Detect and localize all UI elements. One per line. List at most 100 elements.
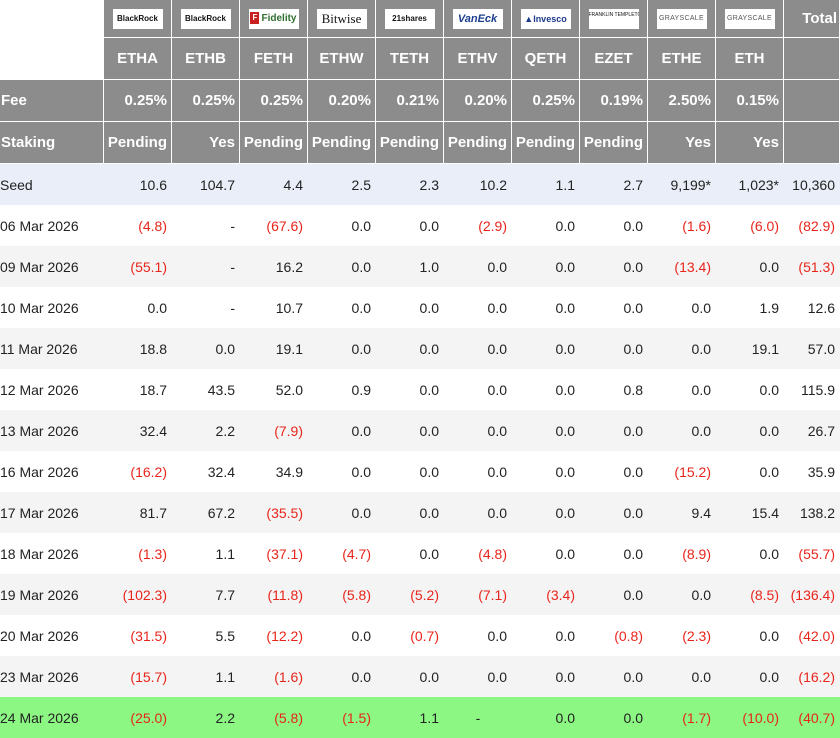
flow-cell: 0.0 bbox=[691, 381, 711, 398]
total-cell: 26.7 bbox=[784, 410, 840, 451]
issuer-logo-cell: GRAYSCALE bbox=[716, 0, 784, 38]
franklin-templeton-logo: FRANKLIN TEMPLETON bbox=[588, 8, 639, 29]
total-cell: 12.6 bbox=[807, 299, 835, 316]
total-cell: 115.9 bbox=[801, 381, 835, 398]
flow-cell: 1.1 bbox=[512, 164, 580, 205]
flow-cell: 81.7 bbox=[104, 492, 172, 533]
total-cell: (82.9) bbox=[798, 217, 835, 234]
flow-row: 11 Mar 2026 18.8 0.0 19.1 0.0 0.0 0.0 0.0 0.0 0.0… bbox=[0, 328, 840, 369]
flow-cell: (4.7) bbox=[342, 545, 371, 562]
flow-cell: 0.0 bbox=[419, 381, 439, 398]
flow-cell: 43.5 bbox=[207, 381, 235, 398]
flow-cell: 0.0 bbox=[512, 697, 580, 738]
flow-cell: 0.0 bbox=[623, 463, 643, 480]
total-header: Total bbox=[784, 0, 840, 38]
invesco-mark-icon: ▲ bbox=[524, 13, 534, 24]
flow-cell: 0.0 bbox=[648, 574, 716, 615]
total-cell: (136.4) bbox=[784, 574, 840, 615]
staking-cell: Yes bbox=[172, 122, 240, 164]
row-date: 20 Mar 2026 bbox=[0, 627, 79, 644]
row-date: 23 Mar 2026 bbox=[0, 656, 104, 697]
flow-cell: (1.6) bbox=[240, 656, 308, 697]
flow-cell: 0.0 bbox=[512, 410, 580, 451]
flow-cell: 2.3 bbox=[376, 164, 444, 205]
flow-cell: 0.0 bbox=[716, 246, 784, 287]
flow-rows: Seed 10.6 104.7 4.4 2.5 2.3 10.2 1.1 2.7 9,199* 1,… bbox=[0, 164, 840, 738]
flow-cell: 2.5 bbox=[308, 164, 376, 205]
flow-cell: 0.0 bbox=[308, 328, 376, 369]
staking-cell: Yes bbox=[648, 122, 716, 164]
staking-cell: Pending bbox=[512, 122, 580, 164]
issuer-logo-cell: ▲Invesco bbox=[512, 0, 580, 38]
flow-cell: 0.0 bbox=[444, 656, 512, 697]
flow-cell: 0.0 bbox=[512, 246, 580, 287]
flow-cell: 9.4 bbox=[648, 492, 716, 533]
flow-cell: 0.0 bbox=[623, 299, 643, 316]
flow-cell: (8.9) bbox=[682, 545, 711, 562]
flow-cell: 0.0 bbox=[172, 328, 240, 369]
flow-cell: (7.9) bbox=[240, 410, 308, 451]
flow-cell: 1,023* bbox=[716, 164, 784, 205]
flow-cell: 4.4 bbox=[240, 164, 308, 205]
total-cell: 57.0 bbox=[784, 328, 840, 369]
21shares-logo: 21shares bbox=[384, 8, 435, 29]
flow-cell: 0.0 bbox=[444, 492, 512, 533]
corner-cell bbox=[0, 38, 104, 80]
issuer-logo-cell: GRAYSCALE bbox=[648, 0, 716, 38]
issuer-logo-cell: BlackRock bbox=[104, 0, 172, 38]
flow-cell: 0.0 bbox=[555, 217, 575, 234]
flow-cell: 0.0 bbox=[580, 410, 648, 451]
flow-cell: 52.0 bbox=[275, 381, 303, 398]
flow-cell: 2.2 bbox=[172, 410, 240, 451]
flow-row: 19 Mar 2026 (102.3) 7.7 (11.8) (5.8) (5.2) (7.… bbox=[0, 574, 840, 615]
flow-cell: (16.2) bbox=[130, 463, 167, 480]
flow-cell: - bbox=[230, 217, 235, 234]
flow-cell: 0.0 bbox=[419, 463, 439, 480]
flow-cell: 10.7 bbox=[275, 299, 303, 316]
total-cell: 138.2 bbox=[784, 492, 840, 533]
flow-cell: (6.0) bbox=[750, 217, 779, 234]
flow-cell: (7.1) bbox=[444, 574, 512, 615]
flow-cell: (1.3) bbox=[138, 545, 167, 562]
flow-cell: 0.0 bbox=[444, 328, 512, 369]
total-cell: (16.2) bbox=[784, 656, 840, 697]
fidelity-logo-text: Fidelity bbox=[261, 12, 297, 24]
flow-cell: 19.1 bbox=[716, 328, 784, 369]
fee-cell: 0.25% bbox=[104, 80, 172, 122]
total-fee-blank bbox=[784, 80, 840, 122]
flow-cell: 32.4 bbox=[104, 410, 172, 451]
flow-cell: 1.1 bbox=[376, 697, 444, 738]
row-date: 12 Mar 2026 bbox=[0, 381, 79, 398]
staking-row: Staking Pending Yes Pending Pending Pend… bbox=[0, 122, 840, 164]
issuer-logo-row: BlackRock BlackRock F Fidelity Bitwise 21… bbox=[0, 0, 840, 38]
flow-cell: 0.0 bbox=[555, 627, 575, 644]
flow-cell: (4.8) bbox=[138, 217, 167, 234]
total-cell: 35.9 bbox=[807, 463, 835, 480]
flow-cell: 15.4 bbox=[716, 492, 784, 533]
row-date: 10 Mar 2026 bbox=[0, 299, 79, 316]
flow-row: 20 Mar 2026 (31.5) 5.5 (12.2) 0.0 (0.7) 0.0 0.0… bbox=[0, 615, 840, 656]
flow-cell: 0.0 bbox=[419, 299, 439, 316]
flow-cell: 0.8 bbox=[623, 381, 643, 398]
flow-cell: 0.0 bbox=[716, 656, 784, 697]
flow-cell: (102.3) bbox=[104, 574, 172, 615]
row-date: 13 Mar 2026 bbox=[0, 410, 104, 451]
flow-cell: 0.0 bbox=[555, 545, 575, 562]
flow-cell: 0.0 bbox=[623, 217, 643, 234]
fee-cell: 0.15% bbox=[716, 80, 784, 122]
blackrock-logo: BlackRock bbox=[112, 8, 163, 29]
flow-cell: 18.8 bbox=[104, 328, 172, 369]
ticker-cell: ETH bbox=[716, 38, 784, 80]
flow-cell: 0.0 bbox=[376, 492, 444, 533]
staking-cell: Pending bbox=[376, 122, 444, 164]
ticker-cell: ETHW bbox=[308, 38, 376, 80]
staking-cell: Pending bbox=[240, 122, 308, 164]
ticker-cell: QETH bbox=[512, 38, 580, 80]
flow-cell: 0.0 bbox=[580, 697, 648, 738]
ticker-cell: EZET bbox=[580, 38, 648, 80]
flow-cell: 0.0 bbox=[444, 246, 512, 287]
flow-cell: 0.0 bbox=[716, 410, 784, 451]
total-cell: 10,360 bbox=[784, 164, 840, 205]
issuer-logo-cell: Bitwise bbox=[308, 0, 376, 38]
flow-cell: 0.0 bbox=[308, 656, 376, 697]
